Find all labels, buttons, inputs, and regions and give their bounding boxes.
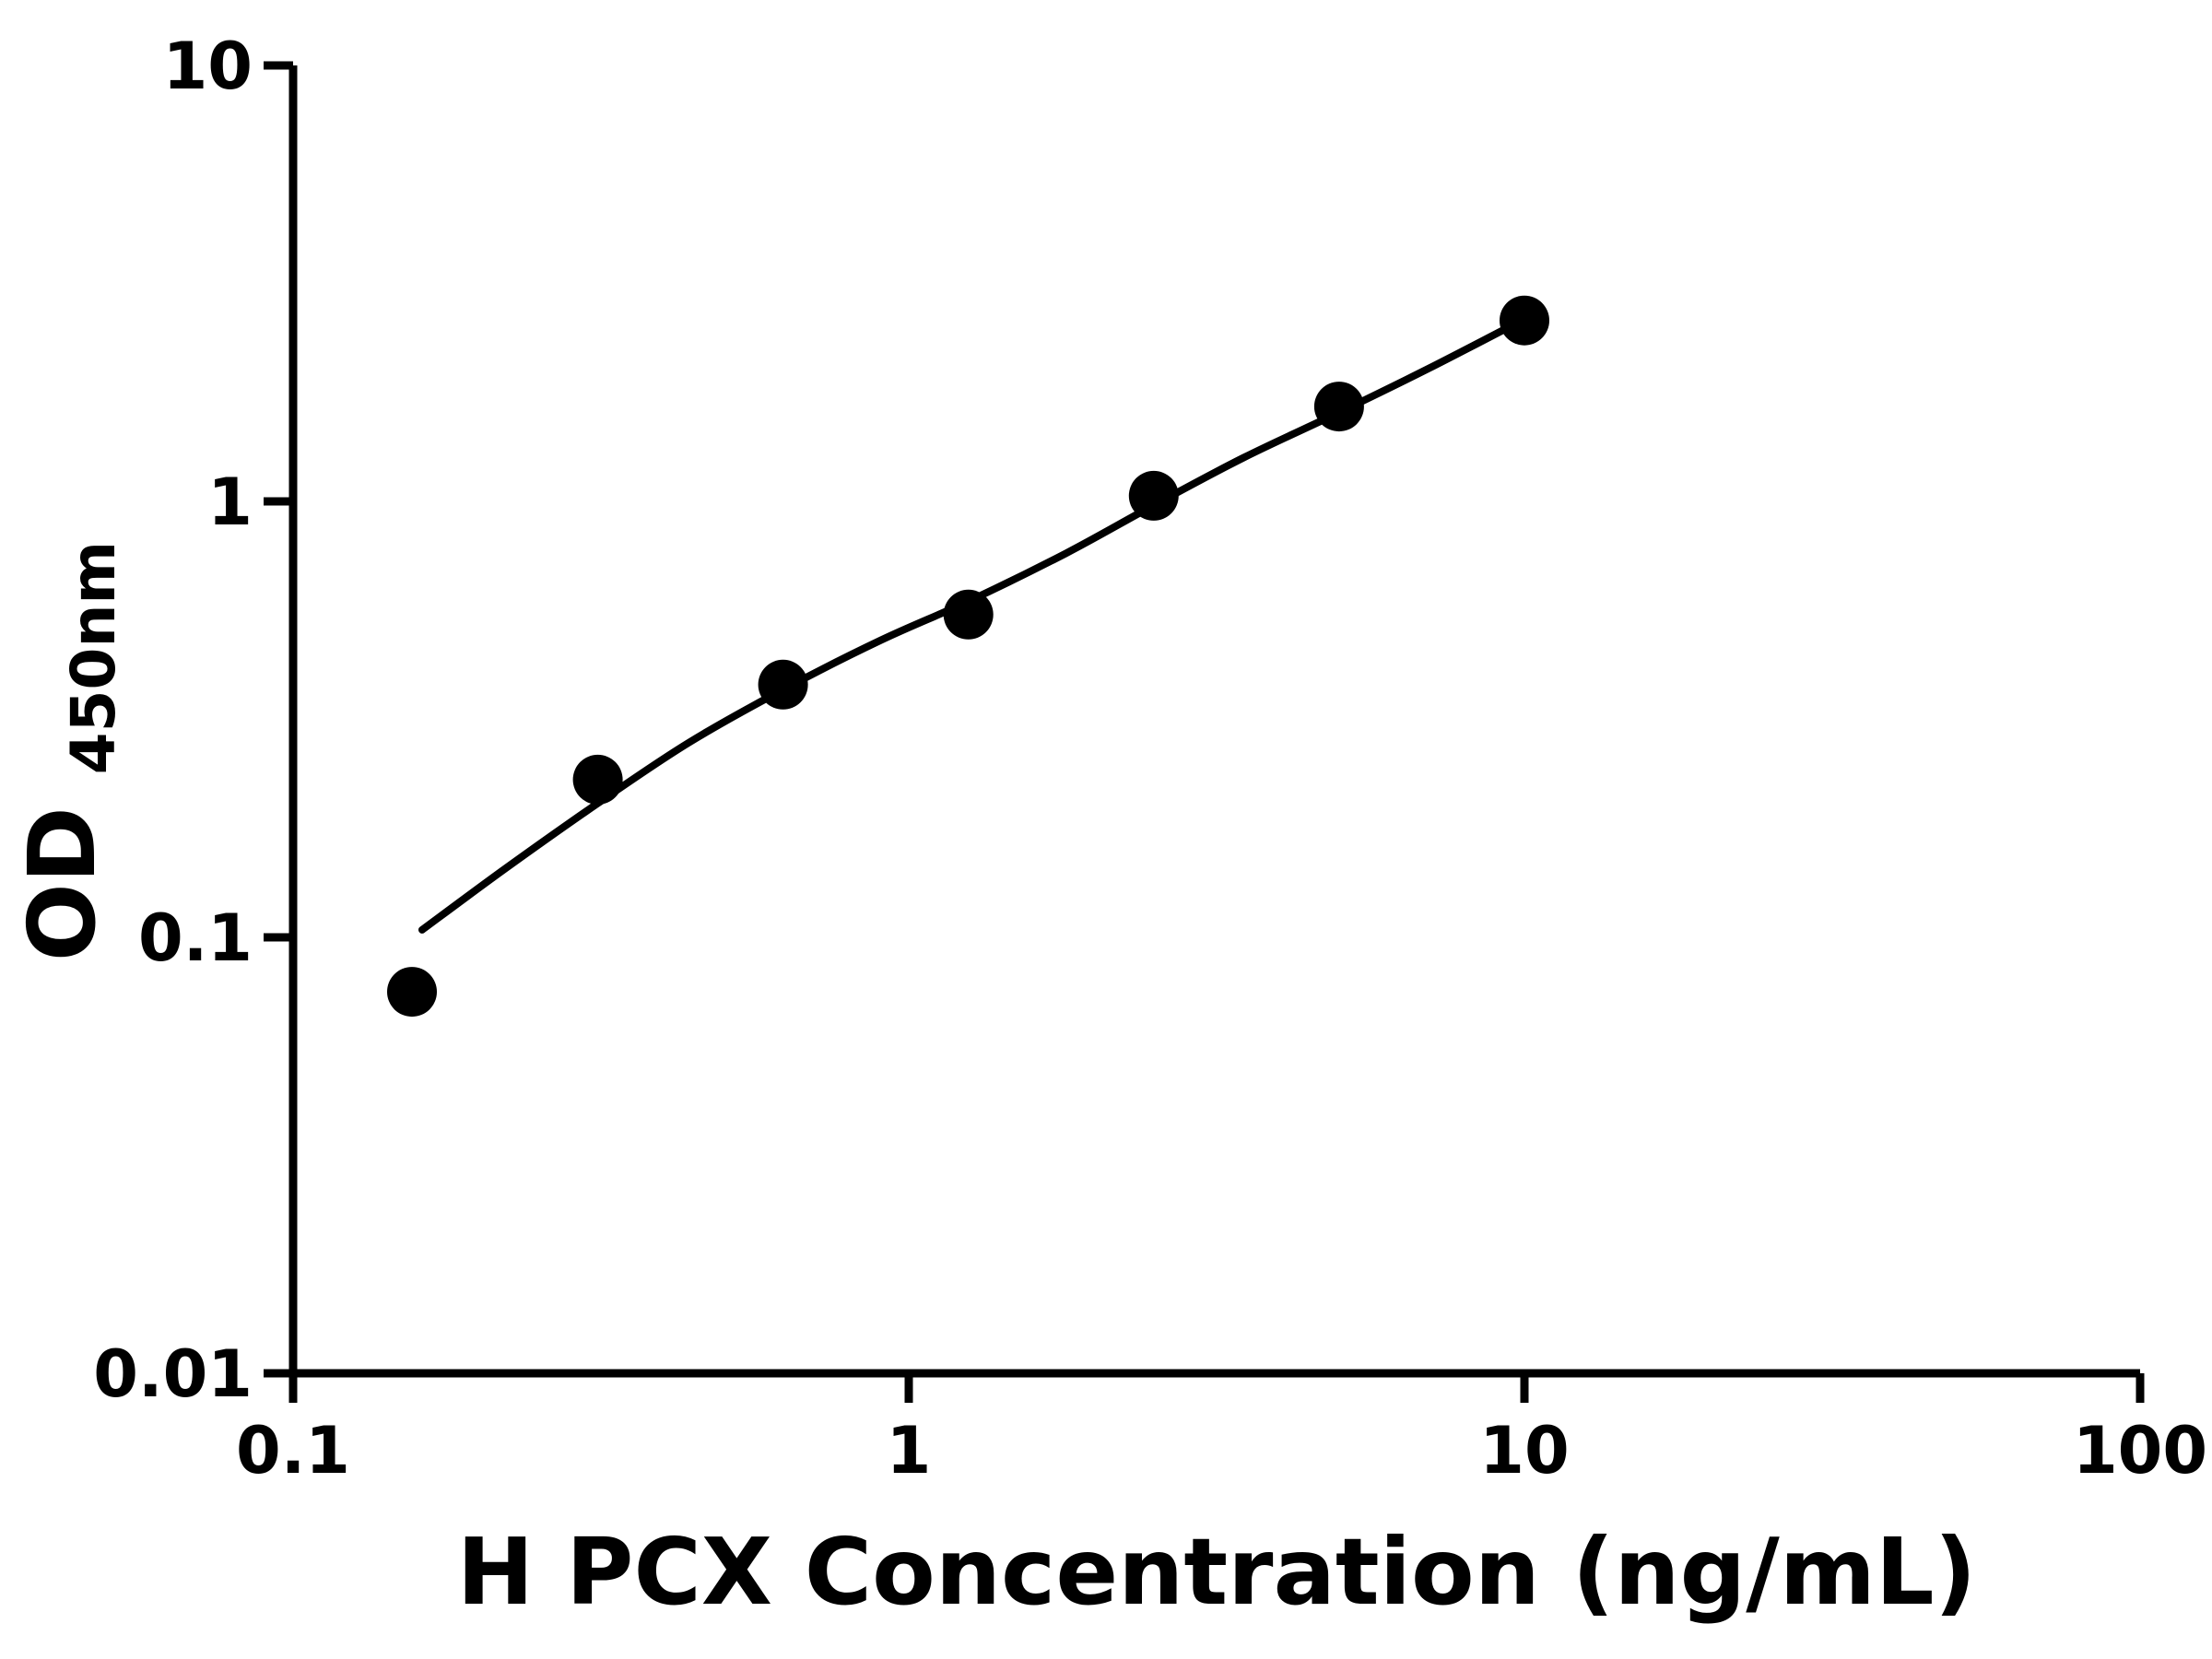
data-point	[572, 754, 623, 805]
data-point	[1128, 470, 1179, 521]
y-axis-tick-labels: 0.01 0.1 1 10	[93, 29, 253, 1412]
x-axis-title: H PCX Concentration (ng/mL)	[457, 1518, 1977, 1626]
x-axis-ticks	[288, 1373, 2145, 1403]
data-point	[1500, 295, 1549, 346]
axes	[288, 65, 2140, 1378]
x-tick-label: 0.1	[236, 1413, 350, 1488]
data-point	[387, 967, 437, 1018]
data-point	[943, 589, 994, 640]
y-tick-label: 0.01	[93, 1336, 253, 1412]
x-tick-label: 100	[2073, 1413, 2207, 1488]
y-axis-ticks	[264, 61, 293, 1378]
y-axis-title-sub: 450nm	[58, 541, 129, 775]
y-axis-title-main: OD	[8, 806, 116, 961]
y-tick-label: 10	[163, 29, 253, 104]
data-points	[387, 295, 1549, 1018]
x-tick-label: 10	[1479, 1413, 1569, 1488]
y-axis-title: OD 450nm	[8, 541, 129, 961]
y-tick-label: 0.1	[138, 900, 253, 976]
x-tick-label: 1	[887, 1413, 932, 1488]
axis-spines	[288, 65, 2140, 1378]
x-axis-tick-labels: 0.1 1 10 100	[236, 1413, 2207, 1488]
y-tick-label: 1	[207, 465, 253, 540]
data-point	[1313, 382, 1364, 432]
data-point	[758, 659, 808, 710]
